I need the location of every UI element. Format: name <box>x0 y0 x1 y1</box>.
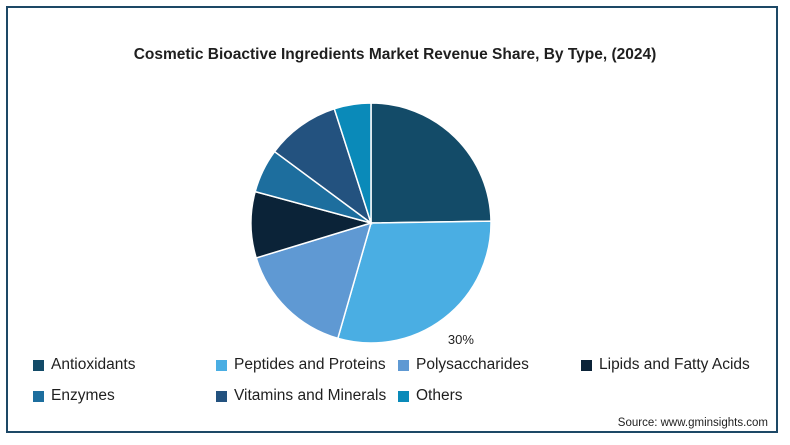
legend-item-polysaccharides: Polysaccharides <box>398 356 529 374</box>
legend-label: Enzymes <box>51 387 115 404</box>
pie-slice-antioxidants <box>370 102 492 224</box>
chart-title: Cosmetic Bioactive Ingredients Market Re… <box>133 46 657 63</box>
legend-row: Enzymes Vitamins and Minerals Others <box>33 387 773 418</box>
legend: Antioxidants Peptides and Proteins Polys… <box>33 356 773 418</box>
legend-swatch <box>216 390 227 402</box>
legend-swatch <box>216 359 227 371</box>
legend-label: Peptides and Proteins <box>234 356 386 373</box>
legend-label: Others <box>416 387 463 404</box>
legend-swatch <box>33 359 44 371</box>
legend-item-peptides-and-proteins: Peptides and Proteins <box>216 356 386 374</box>
pie-slice-others <box>333 102 372 224</box>
legend-label: Antioxidants <box>51 356 136 373</box>
source-note: Source: www.gminsights.com <box>617 417 768 429</box>
legend-item-others: Others <box>398 387 463 405</box>
slice-value-label: 30% <box>448 332 474 347</box>
legend-label: Polysaccharides <box>416 356 529 373</box>
legend-row: Antioxidants Peptides and Proteins Polys… <box>33 356 773 387</box>
legend-swatch <box>33 390 44 402</box>
legend-swatch <box>581 359 592 371</box>
legend-label: Lipids and Fatty Acids <box>599 356 750 373</box>
legend-item-vitamins-and-minerals: Vitamins and Minerals <box>216 387 386 405</box>
legend-swatch <box>398 390 409 402</box>
pie-slice-peptides-and-proteins <box>336 220 492 344</box>
legend-item-enzymes: Enzymes <box>33 387 115 405</box>
legend-item-antioxidants: Antioxidants <box>33 356 135 374</box>
legend-swatch <box>398 359 409 371</box>
legend-label: Vitamins and Minerals <box>234 387 387 404</box>
pie-slice-vitamins-and-minerals <box>273 107 373 225</box>
legend-item-lipids-and-fatty-acids: Lipids and Fatty Acids <box>581 356 750 374</box>
pie-slice-polysaccharides <box>255 221 373 340</box>
